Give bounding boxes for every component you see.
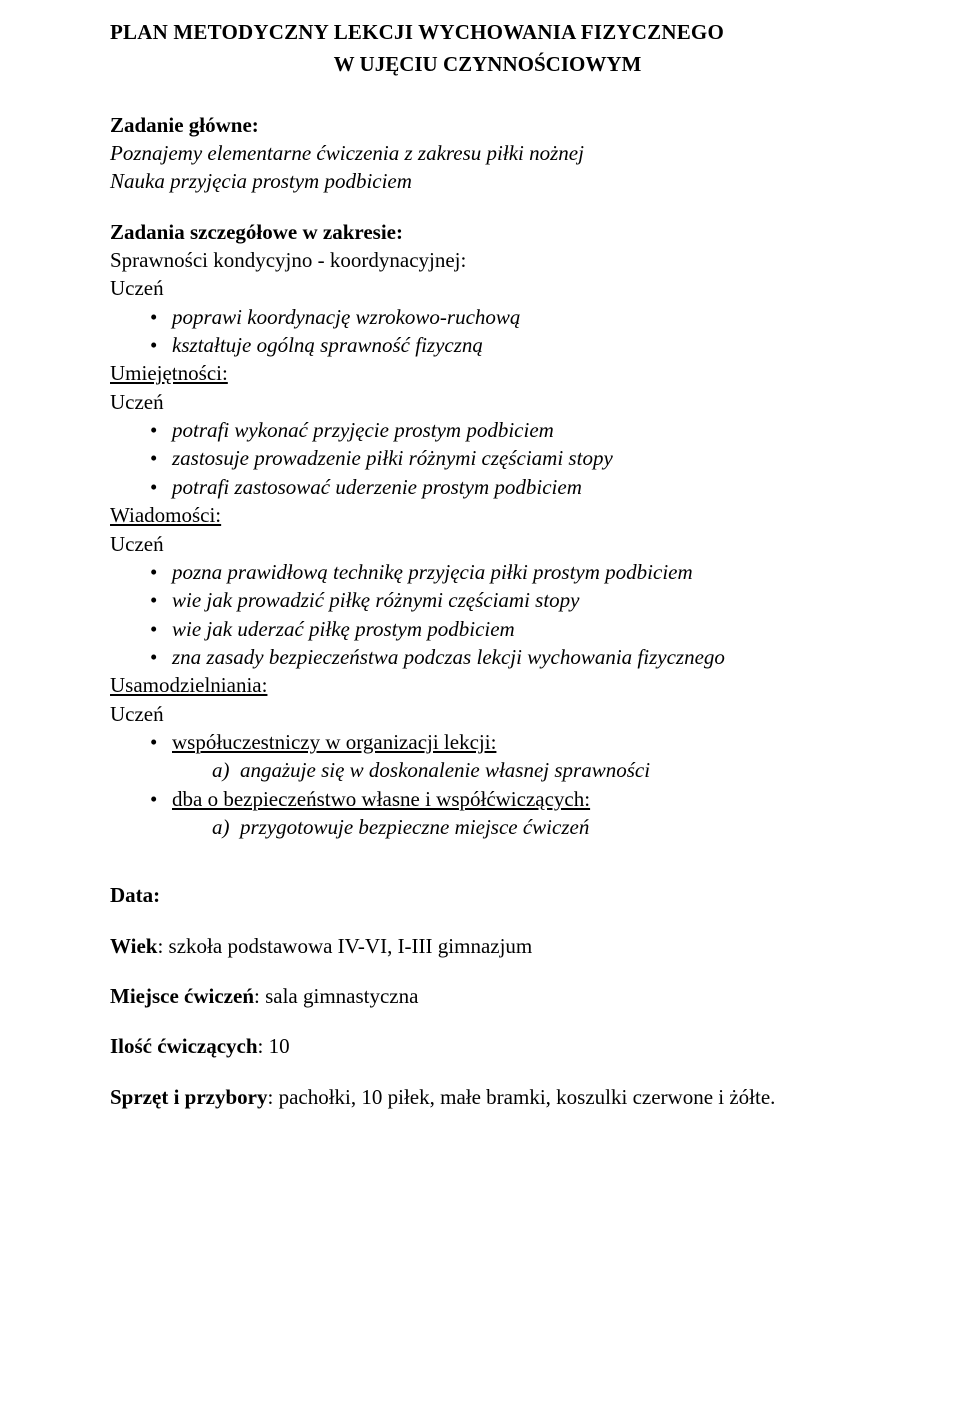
group-heading: Wiadomości: [110,501,865,529]
meta-equipment-label: Sprzęt i przybory [110,1085,267,1109]
list-item: dba o bezpieczeństwo własne i współćwicz… [150,785,865,842]
detailed-tasks-block: Zadania szczegółowe w zakresie: Sprawnoś… [110,218,865,842]
group-subject: Uczeń [110,274,865,302]
meta-place-value: : sala gimnastyczna [254,984,418,1008]
group-subject: Uczeń [110,530,865,558]
detailed-tasks-label: Zadania szczegółowe w zakresie: [110,218,865,246]
group-list: współuczestniczy w organizacji lekcji:a)… [110,728,865,841]
sub-list: a) angażuje się w doskonalenie własnej s… [172,756,865,784]
group-list: pozna prawidłową technikę przyjęcia piłk… [110,558,865,671]
meta-place-label: Miejsce ćwiczeń [110,984,254,1008]
meta-place: Miejsce ćwiczeń: sala gimnastyczna [110,982,865,1010]
list-item: potrafi zastosować uderzenie prostym pod… [150,473,865,501]
meta-count-label: Ilość ćwiczących [110,1034,258,1058]
main-task-block: Zadanie główne: Poznajemy elementarne ćw… [110,111,865,196]
sub-list-item: a) przygotowuje bezpieczne miejsce ćwicz… [212,813,865,841]
group-subject: Uczeń [110,700,865,728]
list-item: wie jak uderzać piłkę prostym podbiciem [150,615,865,643]
list-item: kształtuje ogólną sprawność fizyczną [150,331,865,359]
group-list: potrafi wykonać przyjęcie prostym podbic… [110,416,865,501]
page-title: PLAN METODYCZNY LEKCJI WYCHOWANIA FIZYCZ… [110,18,865,46]
list-item: wie jak prowadzić piłkę różnymi częściam… [150,586,865,614]
meta-date: Data: [110,881,865,909]
group-subject: Uczeń [110,388,865,416]
main-task-line1: Poznajemy elementarne ćwiczenia z zakres… [110,139,865,167]
meta-age-label: Wiek [110,934,157,958]
main-task-label: Zadanie główne: [110,111,865,139]
list-item: pozna prawidłową technikę przyjęcia piłk… [150,558,865,586]
group-list: poprawi koordynację wzrokowo-ruchowąkszt… [110,303,865,360]
sub-list-item: a) angażuje się w doskonalenie własnej s… [212,756,865,784]
group-heading: Usamodzielniania: [110,671,865,699]
list-item: poprawi koordynację wzrokowo-ruchową [150,303,865,331]
meta-date-label: Data: [110,883,160,907]
meta-age: Wiek: szkoła podstawowa IV-VI, I-III gim… [110,932,865,960]
meta-count-value: : 10 [258,1034,290,1058]
meta-age-value: : szkoła podstawowa IV-VI, I-III gimnazj… [157,934,532,958]
list-item: zastosuje prowadzenie piłki różnymi częś… [150,444,865,472]
main-task-line2: Nauka przyjęcia prostym podbiciem [110,167,865,195]
meta-equipment-value: : pachołki, 10 piłek, małe bramki, koszu… [267,1085,775,1109]
meta-count: Ilość ćwiczących: 10 [110,1032,865,1060]
group-heading: Umiejętności: [110,359,865,387]
page-subtitle: W UJĘCIU CZYNNOŚCIOWYM [110,50,865,78]
list-item: zna zasady bezpieczeństwa podczas lekcji… [150,643,865,671]
sub-list: a) przygotowuje bezpieczne miejsce ćwicz… [172,813,865,841]
list-item: współuczestniczy w organizacji lekcji:a)… [150,728,865,785]
meta-equipment: Sprzęt i przybory: pachołki, 10 piłek, m… [110,1083,865,1111]
list-item: potrafi wykonać przyjęcie prostym podbic… [150,416,865,444]
group-heading: Sprawności kondycyjno - koordynacyjnej: [110,246,865,274]
